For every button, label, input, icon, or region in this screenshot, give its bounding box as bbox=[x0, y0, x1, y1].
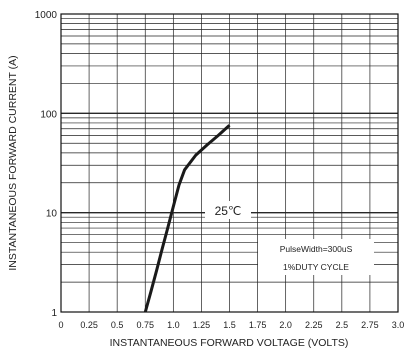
y-tick-label: 1000 bbox=[35, 10, 58, 21]
x-tick-label: 1.0 bbox=[167, 320, 180, 330]
series-line bbox=[143, 124, 231, 313]
y-axis-label: INSTANTANEOUS FORWARD CURRENT (A) bbox=[7, 55, 19, 270]
x-tick-label: 1.25 bbox=[193, 320, 211, 330]
x-tick-label: 1.75 bbox=[249, 320, 267, 330]
pulse-width-annotation: PulseWidth=300uS bbox=[280, 244, 353, 254]
x-tick-label: 2.0 bbox=[279, 320, 292, 330]
y-tick-label: 100 bbox=[40, 109, 57, 120]
x-tick-label: 1.5 bbox=[223, 320, 236, 330]
x-tick-label: 2.75 bbox=[361, 320, 379, 330]
x-tick-label: 0 bbox=[58, 320, 63, 330]
plot-frame bbox=[60, 13, 399, 313]
temp-annotation: 25℃ bbox=[215, 204, 242, 218]
x-axis-label: INSTANTANEOUS FORWARD VOLTAGE (VOLTS) bbox=[110, 337, 349, 349]
x-tick-label: 2.25 bbox=[305, 320, 323, 330]
x-tick-label: 0.75 bbox=[136, 320, 154, 330]
x-tick-label: 2.5 bbox=[336, 320, 349, 330]
pulse-label-background bbox=[258, 239, 374, 275]
x-tick-label: 0.25 bbox=[80, 320, 98, 330]
y-tick-labels: 1 10 100 1000 bbox=[35, 10, 58, 319]
x-tick-label: 0.5 bbox=[111, 320, 124, 330]
duty-cycle-annotation: 1%DUTY CYCLE bbox=[283, 262, 349, 272]
temp-label-background bbox=[205, 201, 251, 219]
y-tick-label: 10 bbox=[46, 209, 58, 220]
y-tick-label: 1 bbox=[51, 308, 57, 319]
x-tick-labels: 0 0.25 0.5 0.75 1.0 1.25 1.5 1.75 2.0 2.25 2.5 2.75… bbox=[58, 320, 404, 330]
x-tick-label: 3.0 bbox=[392, 320, 405, 330]
